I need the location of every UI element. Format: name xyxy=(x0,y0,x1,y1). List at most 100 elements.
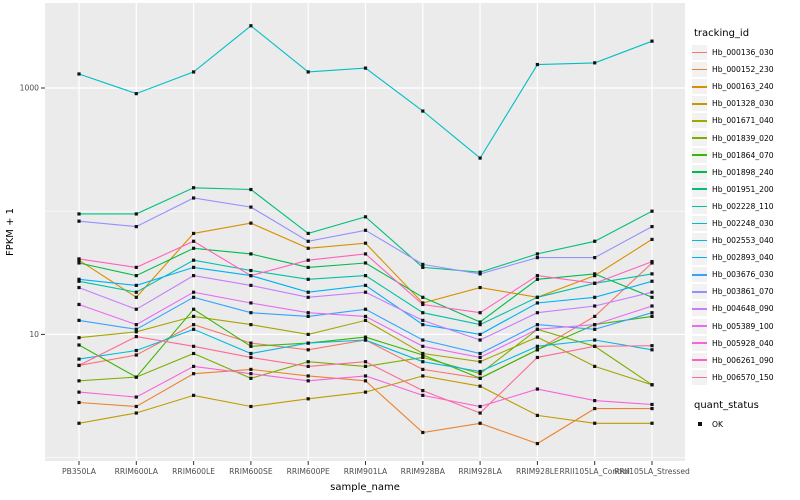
data-point xyxy=(192,323,196,327)
data-point xyxy=(134,274,138,278)
data-point xyxy=(650,383,654,387)
legend-item-label: Hb_001671_040 xyxy=(712,116,774,126)
data-point xyxy=(535,277,539,281)
data-point xyxy=(535,355,539,360)
data-point xyxy=(650,272,654,276)
data-point xyxy=(421,355,425,360)
legend-line-icon xyxy=(692,325,707,327)
x-tick-label: RRIM928BA xyxy=(401,467,446,476)
data-point xyxy=(421,265,425,269)
legend-key-swatch xyxy=(692,250,707,266)
legend-line-icon xyxy=(692,171,707,173)
legend-item-label: Hb_004648_090 xyxy=(712,304,774,314)
data-point xyxy=(593,304,597,308)
data-point xyxy=(478,372,482,376)
legend-line-icon xyxy=(692,154,707,156)
legend-key-swatch xyxy=(692,284,707,300)
data-point xyxy=(249,344,253,348)
legend-item: Hb_001839_020 xyxy=(692,129,798,146)
data-point xyxy=(306,311,310,315)
data-point xyxy=(249,301,253,305)
legend-item: Hb_001951_200 xyxy=(692,181,798,198)
data-point xyxy=(134,395,138,399)
legend2-items: OK xyxy=(692,416,798,433)
legend-item-label: Hb_001898_240 xyxy=(712,167,774,177)
data-point xyxy=(134,411,138,415)
x-tick-label: RRIM928LA xyxy=(458,467,502,476)
legend-item: Hb_003676_030 xyxy=(692,266,798,283)
data-point xyxy=(478,376,482,380)
legend-line-icon xyxy=(692,359,707,362)
legend-item: Hb_004648_090 xyxy=(692,300,798,317)
legend-item: Hb_002228_110 xyxy=(692,198,798,215)
legend-item: Hb_000163_240 xyxy=(692,78,798,95)
data-point xyxy=(593,399,597,403)
data-point xyxy=(421,318,425,322)
legend-key-swatch xyxy=(692,267,707,283)
legend-item-label: Hb_002228_110 xyxy=(712,201,774,211)
data-point xyxy=(77,285,81,290)
legend-item: Hb_001864_070 xyxy=(692,147,798,164)
data-point xyxy=(650,304,654,308)
data-point xyxy=(421,360,425,364)
x-tick-label: RRIM600SE xyxy=(229,467,273,476)
data-point xyxy=(363,318,368,322)
y-axis-title: FPKM + 1 xyxy=(5,208,16,256)
legend-item: Hb_000136_030 xyxy=(692,44,798,61)
data-point xyxy=(249,341,253,345)
data-point xyxy=(535,295,539,299)
data-point xyxy=(363,283,368,287)
legend-item: Hb_006570_150 xyxy=(692,369,798,386)
data-point xyxy=(593,364,597,368)
legend-line-icon xyxy=(692,291,707,293)
data-point xyxy=(593,256,597,260)
data-point xyxy=(192,70,196,74)
x-axis-title: sample_name xyxy=(330,482,400,493)
data-point xyxy=(421,109,425,113)
data-point xyxy=(593,344,597,348)
legend-line-icon xyxy=(692,188,707,191)
data-point xyxy=(478,421,482,425)
data-point xyxy=(77,379,81,383)
data-point xyxy=(134,224,138,229)
data-point xyxy=(363,66,368,70)
data-point xyxy=(421,344,425,348)
data-point xyxy=(192,258,196,262)
data-point xyxy=(306,295,310,299)
data-point xyxy=(77,219,81,223)
data-point xyxy=(593,327,597,331)
data-point xyxy=(535,274,539,278)
data-point xyxy=(421,302,425,307)
data-point xyxy=(306,364,310,368)
data-point xyxy=(134,295,138,299)
data-point xyxy=(650,39,654,43)
data-point xyxy=(363,252,368,256)
legend-item-label: Hb_001328_030 xyxy=(712,99,774,109)
data-point xyxy=(134,404,138,409)
data-point xyxy=(363,360,368,364)
data-point xyxy=(134,375,138,379)
legend-item-label: Hb_006261_090 xyxy=(712,355,774,365)
data-point xyxy=(134,323,138,327)
data-point xyxy=(249,367,253,371)
data-point xyxy=(421,338,425,342)
data-point xyxy=(535,301,539,305)
data-point xyxy=(535,327,539,331)
data-point xyxy=(478,369,482,374)
data-point xyxy=(363,374,368,378)
data-point xyxy=(306,265,310,269)
data-point xyxy=(306,246,310,250)
data-point xyxy=(77,279,81,283)
data-point xyxy=(363,307,368,311)
data-point xyxy=(134,283,138,287)
data-point xyxy=(249,268,253,273)
data-point xyxy=(593,406,597,411)
data-point xyxy=(535,62,539,67)
data-point xyxy=(478,338,482,342)
legend-line-icon xyxy=(692,342,707,344)
legend-item: Hb_000152_230 xyxy=(692,61,798,78)
legend-item-label: Hb_002248_030 xyxy=(712,218,774,228)
legend-item-label: Hb_002553_040 xyxy=(712,236,774,246)
